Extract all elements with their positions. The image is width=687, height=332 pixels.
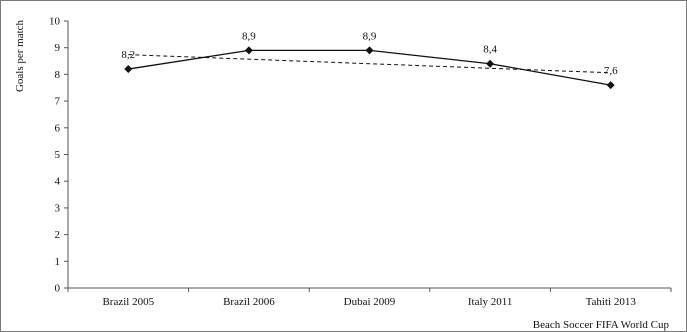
data-point [365,46,374,55]
x-tick-label: Brazil 2006 [223,296,275,308]
y-tick-label: 3 [55,202,61,214]
x-tick-label: Italy 2011 [468,296,513,308]
data-label: 7,6 [604,65,618,77]
data-label: 8,9 [363,30,377,42]
y-tick-label: 10 [49,16,61,28]
y-tick-label: 0 [55,283,61,295]
data-point [606,81,615,90]
y-tick-label: 9 [55,42,61,54]
y-tick-label: 8 [55,69,61,81]
series-line [128,49,611,86]
y-tick-label: 6 [55,122,61,134]
data-label: 8,4 [483,44,497,56]
x-axis-title: Beach Soccer FIFA World Cup [533,319,670,331]
y-tick-label: 4 [55,176,61,188]
x-tick-label: Brazil 2005 [102,296,154,308]
y-tick-label: 5 [55,149,61,161]
x-tick-label: Tahiti 2013 [586,296,637,308]
data-point [124,65,133,74]
data-point [244,46,253,55]
x-tick-label: Dubai 2009 [344,296,396,308]
y-tick-label: 7 [55,96,61,108]
data-label: 8,2 [121,49,135,61]
data-label: 8,9 [242,30,256,42]
y-axis-title: Goals per match [14,19,26,92]
data-point [486,59,495,68]
trendline [128,54,611,74]
y-tick-label: 2 [55,229,61,241]
y-tick-label: 1 [55,256,61,268]
